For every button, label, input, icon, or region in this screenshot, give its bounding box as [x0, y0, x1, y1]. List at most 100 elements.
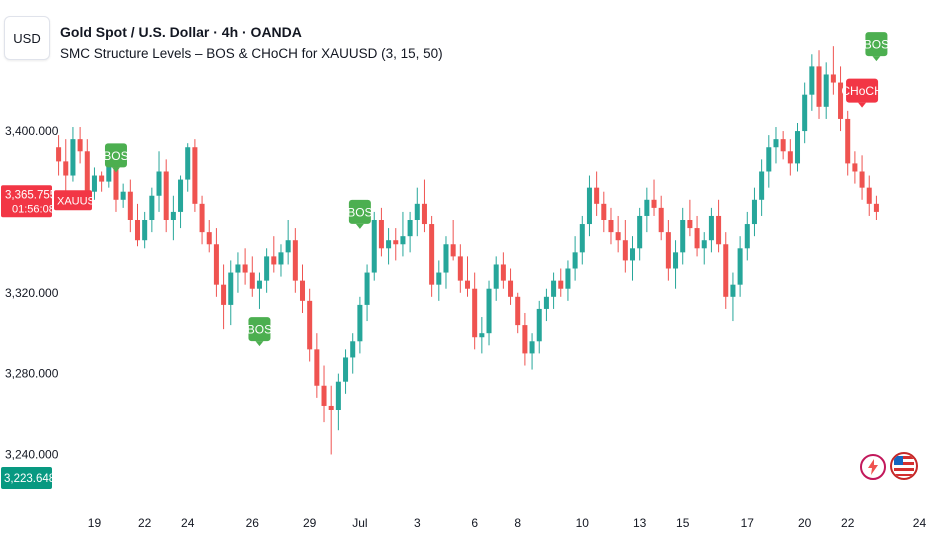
bos-label-text: BOS: [103, 149, 128, 163]
x-tick-label: 20: [798, 516, 812, 530]
y-tick-label: 3,280.000: [5, 367, 59, 381]
x-tick-label: Jul: [352, 516, 367, 530]
candle-body: [730, 284, 736, 297]
candle: [299, 264, 306, 313]
candle-body: [830, 74, 836, 83]
candle-body: [608, 220, 614, 233]
candle-body: [708, 215, 714, 241]
candle-body: [264, 256, 270, 281]
candle: [393, 228, 399, 261]
candle-body: [500, 264, 506, 281]
candle: [256, 272, 262, 309]
candle: [429, 215, 435, 297]
candle: [400, 211, 406, 257]
candle: [192, 139, 198, 212]
bos-label-box: [865, 32, 888, 57]
candle: [780, 131, 786, 160]
candle-body: [572, 252, 578, 269]
candle: [457, 244, 463, 293]
candle: [716, 199, 722, 253]
candle-body: [450, 244, 456, 257]
candle: [572, 236, 578, 281]
candle: [56, 135, 62, 176]
x-tick-label: 6: [471, 516, 478, 530]
bos-label-text: BOS: [347, 205, 372, 219]
candle-body: [443, 244, 449, 273]
candle: [852, 151, 858, 184]
candle-body: [400, 236, 406, 245]
candle-body: [113, 163, 119, 200]
candle: [307, 288, 313, 362]
candle: [701, 232, 707, 265]
lightning-icon[interactable]: [860, 454, 886, 480]
candle-body: [845, 118, 851, 164]
candle-body: [120, 191, 126, 200]
candle-body: [615, 232, 621, 241]
price-axis: 3,400.000 3,320.000 3,280.000 3,240.000: [5, 124, 59, 461]
candle: [134, 203, 141, 247]
candle-body: [127, 191, 133, 220]
candle-body: [536, 308, 542, 342]
candle: [364, 264, 370, 322]
indicator-title[interactable]: SMC Structure Levels – BOS & CHoCH for X…: [60, 46, 443, 61]
candle: [723, 232, 729, 309]
candle: [665, 220, 671, 281]
y-tick-label: 3,320.000: [5, 286, 59, 300]
candle: [285, 220, 291, 265]
candle: [70, 127, 76, 182]
candle-body: [852, 163, 858, 172]
candle-body: [687, 220, 693, 229]
candle: [551, 272, 557, 309]
candle: [271, 236, 277, 273]
candle-body: [629, 248, 636, 261]
candle: [63, 139, 69, 192]
candle: [149, 187, 155, 233]
candle: [830, 46, 836, 95]
x-tick-label: 22: [841, 516, 855, 530]
y-tick-label: 3,240.000: [5, 447, 59, 461]
candle: [235, 252, 241, 293]
candle: [737, 236, 743, 297]
us-flag-icon[interactable]: [890, 452, 918, 480]
candle: [823, 62, 829, 119]
candle-body: [149, 195, 155, 220]
candle: [508, 268, 514, 305]
candle-body: [737, 248, 743, 285]
candle-body: [543, 296, 549, 309]
candle: [421, 179, 427, 233]
currency-button[interactable]: USD: [4, 16, 50, 60]
x-tick-label: 24: [913, 516, 927, 530]
candle: [450, 220, 456, 261]
candle: [170, 195, 176, 241]
candle-body: [56, 147, 62, 162]
candle: [744, 211, 750, 261]
candle-body: [134, 220, 141, 241]
candle: [127, 179, 133, 233]
candle-body: [364, 272, 370, 305]
candle: [350, 333, 356, 374]
candle-body: [77, 139, 83, 152]
candle-body: [70, 139, 76, 176]
candle: [601, 191, 607, 233]
candle-body: [84, 151, 90, 192]
candle: [464, 256, 471, 297]
candle: [378, 207, 384, 257]
candle-body: [673, 252, 679, 269]
candle-body: [249, 272, 255, 289]
candle: [314, 333, 320, 398]
candle: [472, 272, 478, 350]
candle-body: [457, 256, 463, 281]
candle-body: [199, 203, 205, 233]
candle: [213, 228, 219, 297]
candle-body: [493, 264, 499, 289]
candle: [522, 312, 528, 366]
low-price-value: 3,223.648: [4, 473, 55, 485]
candle-body: [343, 357, 349, 382]
symbol-title[interactable]: Gold Spot / U.S. Dollar · 4h · OANDA: [60, 24, 302, 40]
candle: [708, 207, 714, 253]
candle-body: [185, 147, 191, 180]
candle-body: [371, 220, 377, 273]
candle: [802, 82, 808, 144]
